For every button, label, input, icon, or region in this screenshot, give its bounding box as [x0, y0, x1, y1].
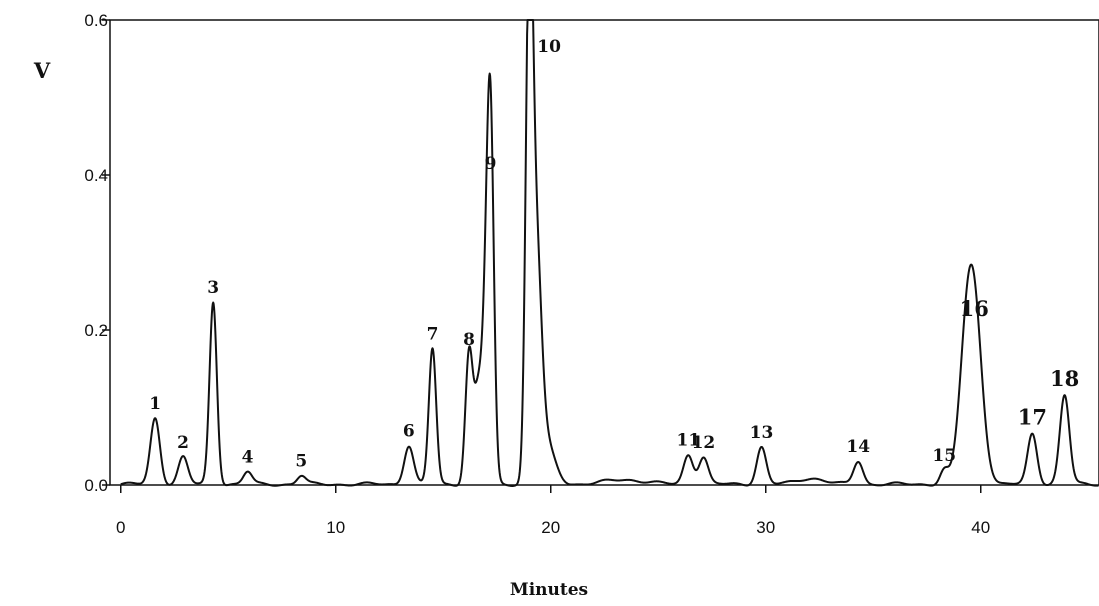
peak-label: 15	[932, 446, 956, 466]
peak-label: 8	[463, 330, 475, 350]
x-tick-label: 40	[971, 518, 990, 537]
peak-label: 9	[485, 154, 497, 174]
plot-area	[109, 19, 1099, 486]
peak-label: 13	[750, 423, 774, 443]
peak-label: 3	[207, 278, 219, 298]
peak-label: 11	[677, 431, 701, 451]
peak-label: 4	[242, 448, 254, 468]
y-tick-label: 0.2	[84, 321, 108, 340]
x-tick-label: 10	[326, 518, 345, 537]
peak-label: 14	[846, 437, 870, 457]
peak-label: 6	[403, 421, 415, 441]
plot-frame	[109, 19, 1099, 486]
peak-label: 2	[177, 433, 189, 453]
y-tick-label: 0.0	[84, 476, 108, 495]
peak-label: 7	[427, 324, 439, 344]
x-tick-label: 20	[541, 518, 560, 537]
trace-layer	[120, 19, 1099, 487]
peak-label: 17	[1018, 405, 1047, 430]
peak-label: 10	[537, 37, 561, 57]
peak-label: 12	[692, 433, 716, 453]
peak-label: 1	[149, 394, 161, 414]
x-tick-label: 0	[116, 518, 125, 537]
chromatogram-trace	[120, 19, 1099, 487]
x-axis-label: Minutes	[510, 580, 588, 600]
peak-label: 16	[960, 296, 989, 321]
peak-label: 18	[1050, 366, 1079, 391]
peak-label: 5	[295, 451, 307, 471]
y-tick-label: 0.6	[84, 11, 108, 30]
y-axis-label: V	[33, 58, 51, 83]
y-axis: 0.0 0.2 0.4 0.6	[84, 11, 110, 495]
y-tick-label: 0.4	[84, 166, 108, 185]
x-axis: 0 10 20 30 40	[116, 485, 990, 537]
x-tick-label: 30	[756, 518, 775, 537]
